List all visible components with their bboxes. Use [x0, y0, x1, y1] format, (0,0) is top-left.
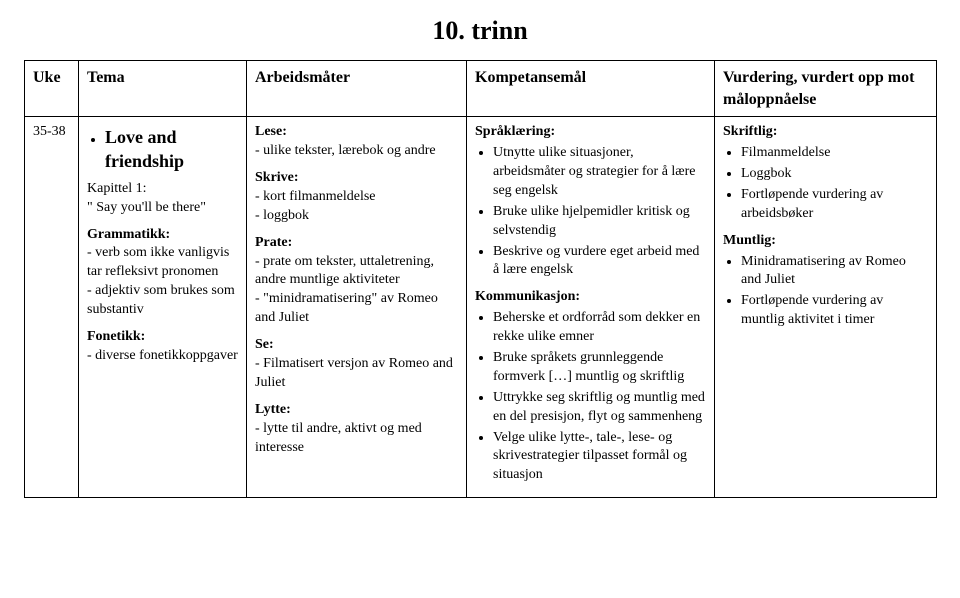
lese-head: Lese: [255, 123, 458, 142]
prate-line: - prate om tekster, uttaletrening, andre… [255, 254, 434, 288]
skrive-line: - loggbok [255, 208, 309, 223]
grammar-line: - verb som ikke vanligvis tar refleksivt… [87, 245, 229, 279]
chapter-label: Kapittel 1: [87, 181, 147, 196]
prate-block: Prate: - prate om tekster, uttaletrening… [255, 234, 458, 328]
se-block: Se: - Filmatisert versjon av Romeo and J… [255, 336, 458, 393]
unit-title: Love and friendship [105, 125, 238, 174]
list-item: Beherske et ordforråd som dekker en rekk… [493, 309, 706, 347]
skrive-head: Skrive: [255, 169, 458, 188]
skrive-block: Skrive: - kort filmanmeldelse - loggbok [255, 169, 458, 226]
list-item: Beskrive og vurdere eget arbeid med å læ… [493, 243, 706, 281]
doc-title: 10. trinn [24, 16, 936, 46]
col-uke: Uke [25, 61, 79, 117]
se-line: - Filmatisert versjon av Romeo and Julie… [255, 356, 453, 390]
skriftlig-list: Filmanmeldelse Loggbok Fortløpende vurde… [723, 144, 928, 224]
list-item: Uttrykke seg skriftlig og muntlig med en… [493, 389, 706, 427]
col-kompetansemal: Kompetansemål [467, 61, 715, 117]
tema-unit-list: Love and friendship [87, 125, 238, 174]
col-tema: Tema [79, 61, 247, 117]
plan-table: Uke Tema Arbeidsmåter Kompetansemål Vurd… [24, 60, 937, 498]
phonetics-head: Fonetikk: [87, 328, 238, 347]
list-item: Fortløpende vurdering av muntlig aktivit… [741, 292, 928, 330]
prate-head: Prate: [255, 234, 458, 253]
col-arbeidsmater: Arbeidsmåter [247, 61, 467, 117]
lese-block: Lese: - ulike tekster, lærebok og andre [255, 123, 458, 161]
table-row: 35-38 Love and friendship Kapittel 1: " … [25, 117, 937, 498]
sprak-head: Språklæring: [475, 123, 706, 142]
muntlig-list: Minidramatisering av Romeo and Juliet Fo… [723, 253, 928, 331]
phonetics-block: Fonetikk: - diverse fonetikkoppgaver [87, 328, 238, 366]
lytte-head: Lytte: [255, 401, 458, 420]
grammar-line: - adjektiv som brukes som substantiv [87, 283, 235, 317]
list-item: Minidramatisering av Romeo and Juliet [741, 253, 928, 291]
se-head: Se: [255, 336, 458, 355]
cell-vurdering: Skriftlig: Filmanmeldelse Loggbok Fortlø… [715, 117, 937, 498]
lese-line: - ulike tekster, lærebok og andre [255, 143, 436, 158]
list-item: Fortløpende vurdering av arbeidsbøker [741, 186, 928, 224]
list-item: Bruke ulike hjelpemidler kritisk og selv… [493, 203, 706, 241]
sprak-list: Utnytte ulike situasjoner, arbeidsmåter … [475, 144, 706, 280]
chapter-block: Kapittel 1: " Say you'll be there" [87, 180, 238, 218]
lytte-block: Lytte: - lytte til andre, aktivt og med … [255, 401, 458, 458]
list-item: Filmanmeldelse [741, 144, 928, 163]
cell-uke: 35-38 [25, 117, 79, 498]
cell-arbeidsmater: Lese: - ulike tekster, lærebok og andre … [247, 117, 467, 498]
muntlig-head: Muntlig: [723, 232, 928, 251]
table-header-row: Uke Tema Arbeidsmåter Kompetansemål Vurd… [25, 61, 937, 117]
list-item: Loggbok [741, 165, 928, 184]
list-item: Utnytte ulike situasjoner, arbeidsmåter … [493, 144, 706, 201]
skriftlig-head: Skriftlig: [723, 123, 928, 142]
phonetics-line: - diverse fonetikkoppgaver [87, 348, 238, 363]
prate-line: - "minidramatisering" av Romeo and Julie… [255, 291, 438, 325]
list-item: Velge ulike lytte-, tale-, lese- og skri… [493, 429, 706, 486]
grammar-head: Grammatikk: [87, 226, 238, 245]
komm-list: Beherske et ordforråd som dekker en rekk… [475, 309, 706, 485]
chapter-title: " Say you'll be there" [87, 200, 206, 215]
grammar-block: Grammatikk: - verb som ikke vanligvis ta… [87, 226, 238, 320]
skrive-line: - kort filmanmeldelse [255, 189, 376, 204]
cell-tema: Love and friendship Kapittel 1: " Say yo… [79, 117, 247, 498]
list-item: Bruke språkets grunnleggende formverk […… [493, 349, 706, 387]
col-vurdering: Vurdering, vurdert opp mot måloppnåelse [715, 61, 937, 117]
lytte-line: - lytte til andre, aktivt og med interes… [255, 421, 422, 455]
cell-kompetansemal: Språklæring: Utnytte ulike situasjoner, … [467, 117, 715, 498]
komm-head: Kommunikasjon: [475, 288, 706, 307]
